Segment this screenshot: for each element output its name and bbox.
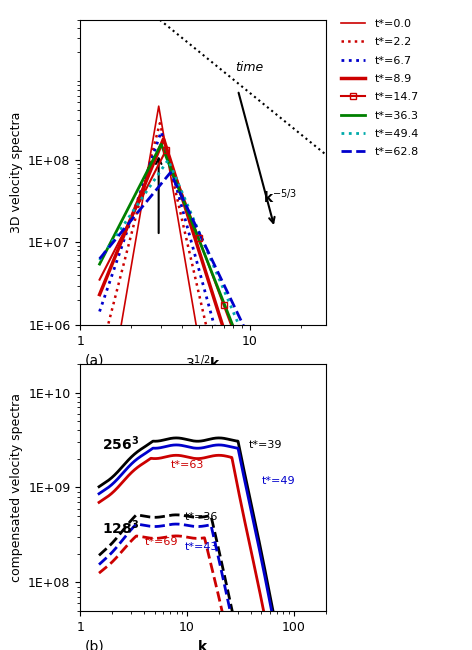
X-axis label: $3^{1/2}\mathbf{k}$: $3^{1/2}\mathbf{k}$ bbox=[185, 354, 221, 372]
Text: (a): (a) bbox=[85, 354, 105, 368]
Text: t*=39: t*=39 bbox=[249, 440, 282, 450]
Text: t*=36: t*=36 bbox=[185, 512, 218, 523]
Text: t*=69: t*=69 bbox=[144, 537, 178, 547]
Text: $\mathbf{k}^{-5/3}$: $\mathbf{k}^{-5/3}$ bbox=[263, 187, 298, 206]
Text: t*=43: t*=43 bbox=[185, 542, 218, 552]
Legend: t*=0.0, t*=2.2, t*=6.7, t*=8.9, t*=14.7, t*=36.3, t*=49.4, t*=62.8: t*=0.0, t*=2.2, t*=6.7, t*=8.9, t*=14.7,… bbox=[341, 19, 419, 157]
Y-axis label: compensated velocity spectra: compensated velocity spectra bbox=[9, 393, 23, 582]
Text: t*=63: t*=63 bbox=[170, 460, 204, 470]
Text: t*=49: t*=49 bbox=[261, 476, 295, 486]
Text: $\mathbf{256^3}$: $\mathbf{256^3}$ bbox=[102, 434, 139, 453]
Y-axis label: 3D velocity spectra: 3D velocity spectra bbox=[9, 112, 23, 233]
X-axis label: $\mathbf{k}$: $\mathbf{k}$ bbox=[197, 640, 209, 650]
Text: (b): (b) bbox=[85, 640, 105, 650]
Text: $\mathbf{128^3}$: $\mathbf{128^3}$ bbox=[102, 519, 139, 538]
Text: time: time bbox=[235, 60, 263, 73]
